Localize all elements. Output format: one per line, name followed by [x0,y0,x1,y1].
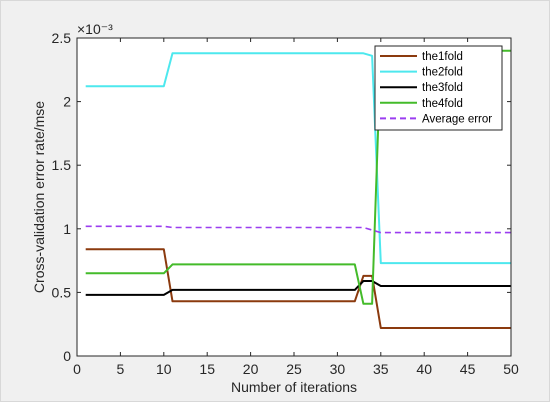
legend-entry-label: Average error [422,113,492,125]
y-tick-label: 0 [63,348,71,364]
legend-entry-label: the4fold [422,98,463,110]
x-tick-label: 20 [243,361,259,377]
legend-entry-label: the2fold [422,67,463,79]
x-tick-label: 15 [199,361,215,377]
x-tick-label: 5 [117,361,125,377]
x-tick-label: 30 [330,361,346,377]
x-tick-label: 10 [156,361,172,377]
legend-entry-label: the3fold [422,82,463,94]
x-tick-label: 25 [286,361,302,377]
legend: the1fold the2fold the3fold the4fold Average … [374,45,503,131]
x-tick-label: 0 [73,361,81,377]
y-tick-label: 2 [63,94,71,110]
x-tick-label: 50 [503,361,519,377]
x-tick-label: 40 [416,361,432,377]
y-tick-label: 0.5 [52,284,72,300]
y-tick-label: 1.5 [52,157,72,173]
x-tick-label: 45 [460,361,476,377]
legend-entry-label: the1fold [422,51,463,63]
y-exponent-label: ×10⁻³ [77,21,113,37]
y-tick-label: 1 [63,221,71,237]
y-tick-label: 2.5 [52,30,72,46]
series-line-4 [85,225,511,234]
series-line-1 [85,52,511,265]
x-tick-label: 35 [373,361,389,377]
x-axis-label: Number of iterations [231,379,357,395]
y-axis-label: Cross-validation error rate/mse [31,101,47,293]
